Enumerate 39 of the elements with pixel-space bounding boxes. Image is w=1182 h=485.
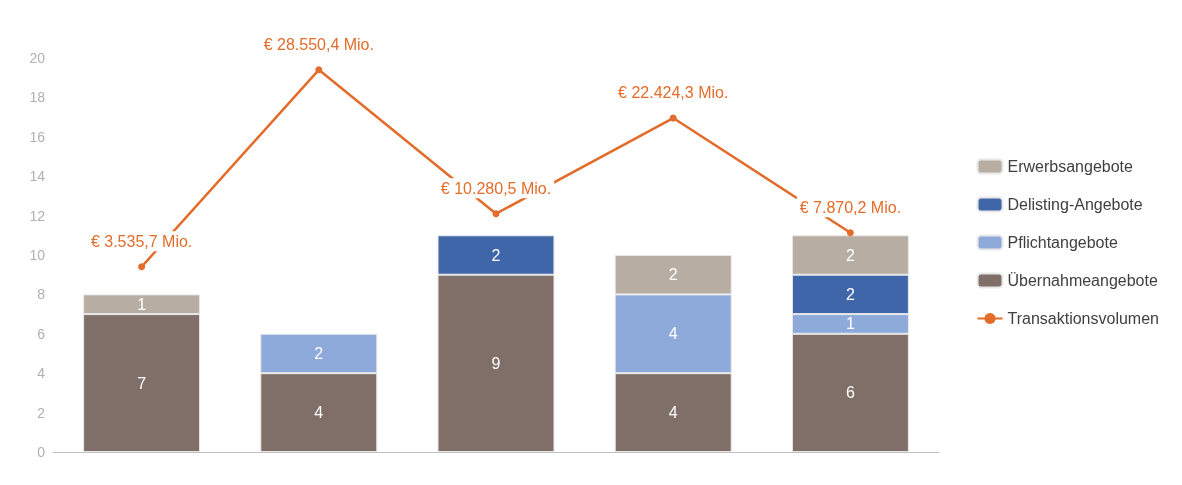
legend-label: Pflichtangebote (1007, 234, 1118, 251)
y-tick-label: 2 (37, 404, 46, 421)
y-tick-label: 4 (37, 365, 46, 382)
point (138, 263, 146, 271)
data-label: 1 (137, 295, 147, 313)
point (846, 229, 854, 237)
point (669, 114, 677, 122)
data-label: 2 (668, 266, 678, 284)
data-label: 4 (668, 404, 678, 422)
data-label: 2 (845, 285, 855, 303)
data-label: 4 (314, 404, 324, 422)
data-label: € 22.424,3 Mio. (618, 84, 729, 102)
data-label: 2 (314, 345, 324, 362)
y-tick-label: 14 (29, 168, 46, 185)
data-label: € 28.550,4 Mio. (263, 35, 374, 53)
data-label: 2 (845, 246, 855, 264)
legend-label: Transaktionsvolumen (1007, 310, 1160, 327)
data-label: 9 (491, 354, 501, 372)
legend-label: Delisting-Angebote (1007, 196, 1143, 213)
y-tick-label: 6 (37, 325, 46, 342)
y-tick-label: 20 (29, 50, 46, 66)
data-label: 7 (137, 374, 147, 392)
data-label: € 10.280,5 Mio. (440, 179, 552, 197)
y-tick-label: 8 (37, 286, 46, 303)
data-label: 1 (845, 315, 855, 333)
y-tick-label: 16 (29, 128, 46, 145)
y-tick-label: 0 (37, 444, 46, 460)
y-tick-label: 12 (29, 207, 46, 224)
data-label: 2 (491, 246, 501, 264)
data-label: € 7.870,2 Mio. (799, 198, 902, 216)
legend-label: Übernahmeangebote (1007, 272, 1158, 289)
point (492, 210, 500, 218)
point (315, 66, 323, 74)
y-tick-label: 10 (29, 247, 46, 263)
data-label: € 3.535,7 Mio. (90, 232, 193, 250)
legend-label: Erwerbsangebote (1007, 158, 1134, 175)
data-label: 6 (845, 384, 855, 402)
data-label: 4 (668, 325, 678, 343)
y-tick-label: 18 (29, 89, 46, 106)
